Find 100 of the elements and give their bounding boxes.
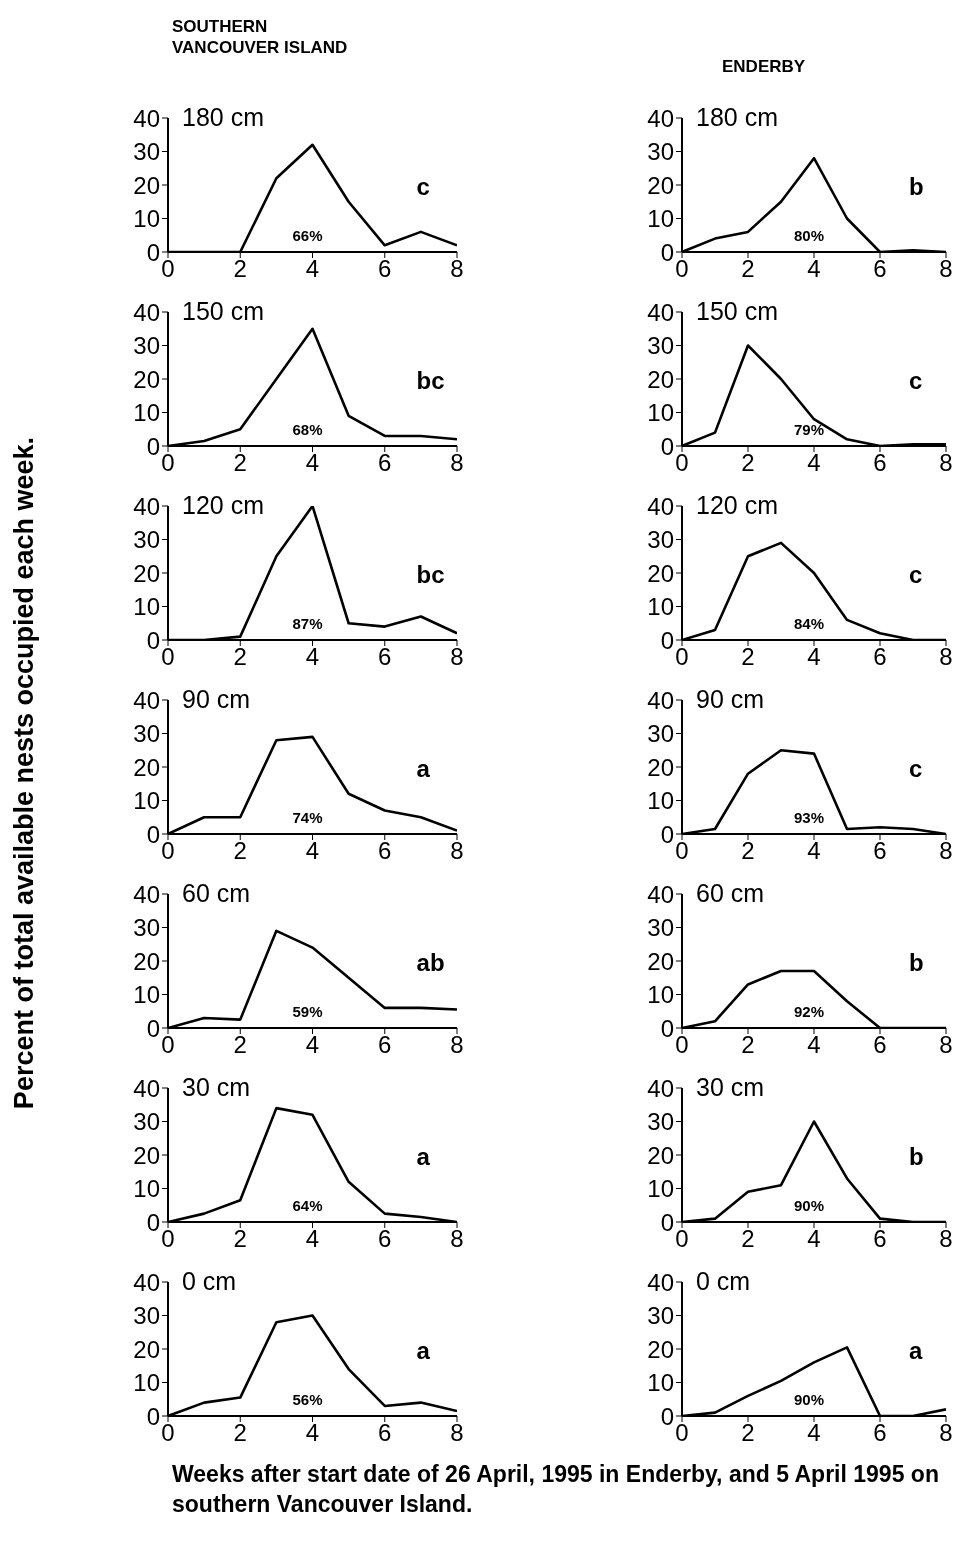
y-tick-label: 40 — [647, 492, 674, 520]
x-tick-label: 2 — [233, 1031, 247, 1059]
y-tick-label: 0 — [146, 1208, 160, 1236]
annotation: 79% — [794, 421, 825, 439]
y-tick-label: 0 — [660, 1402, 674, 1430]
y-tick-label: 20 — [647, 1141, 674, 1169]
y-tick-label: 20 — [647, 1335, 674, 1363]
y-tick-label: 40 — [133, 492, 160, 520]
y-tick-label: 10 — [133, 399, 160, 427]
y-tick-label: 40 — [647, 104, 674, 132]
y-tick-label: 30 — [647, 526, 674, 554]
y-tick-label: 0 — [146, 1014, 160, 1042]
x-tick-label: 4 — [305, 1031, 320, 1059]
x-tick-label: 2 — [741, 1419, 755, 1447]
x-tick-label: 8 — [450, 449, 464, 477]
y-tick-label: 30 — [133, 914, 160, 942]
y-tick-label: 10 — [133, 1369, 160, 1397]
annotation: 90 cm — [182, 685, 251, 714]
x-tick-label: 2 — [233, 837, 247, 865]
x-tick-label: 4 — [305, 837, 320, 865]
y-tick-label: 10 — [133, 787, 160, 815]
y-tick-label: 30 — [647, 720, 674, 748]
x-tick-label: 8 — [450, 1031, 464, 1059]
x-tick-label: 8 — [939, 837, 953, 865]
annotation: 74% — [292, 809, 323, 827]
x-tick-label: 8 — [939, 1419, 953, 1447]
y-tick-label: 30 — [133, 720, 160, 748]
x-tick-label: 2 — [741, 449, 755, 477]
y-tick-label: 0 — [146, 238, 160, 266]
y-tick-label: 30 — [647, 914, 674, 942]
annotation: 90% — [794, 1197, 825, 1215]
x-tick-label: 6 — [378, 255, 392, 283]
y-tick-label: 20 — [133, 947, 160, 975]
annotation: b — [909, 173, 924, 201]
annotation: 66% — [292, 227, 323, 245]
y-tick-label: 40 — [133, 880, 160, 908]
annotation: ab — [416, 949, 445, 977]
y-tick-label: 20 — [133, 365, 160, 393]
y-tick-label: 0 — [146, 432, 160, 460]
x-tick-label: 6 — [873, 1225, 887, 1253]
annotation: 0 cm — [182, 1267, 237, 1296]
annotation: c — [416, 173, 430, 201]
annotation: 60 cm — [696, 879, 765, 908]
y-tick-label: 10 — [647, 1175, 674, 1203]
x-tick-label: 4 — [807, 1419, 821, 1447]
annotation: 180 cm — [696, 103, 778, 132]
x-tick-label: 4 — [305, 1225, 320, 1253]
x-tick-label: 2 — [233, 255, 247, 283]
annotation: 150 cm — [696, 297, 778, 326]
x-axis-title: Weeks after start date of 26 April, 1995 in Enderby, and 5 April 1995 on southern Vancouver Island. — [172, 1460, 940, 1519]
x-tick-label: 4 — [305, 255, 320, 283]
x-tick-label: 6 — [378, 1031, 392, 1059]
y-tick-label: 30 — [647, 1302, 674, 1330]
annotation: 68% — [292, 421, 323, 439]
y-tick-label: 0 — [146, 626, 160, 654]
x-tick-label: 8 — [450, 1225, 464, 1253]
y-tick-label: 20 — [133, 753, 160, 781]
x-tick-label: 6 — [378, 1419, 392, 1447]
chart-title: SOUTHERN VANCOUVER ISLAND — [172, 16, 349, 59]
y-tick-label: 40 — [647, 880, 674, 908]
annotation: 90% — [794, 1391, 825, 1409]
x-tick-label: 8 — [450, 643, 464, 671]
y-tick-label: 0 — [660, 238, 674, 266]
x-tick-label: 6 — [873, 1419, 887, 1447]
x-tick-label: 2 — [233, 449, 247, 477]
x-tick-label: 6 — [873, 255, 887, 283]
annotation: c — [909, 367, 923, 395]
y-tick-label: 20 — [647, 753, 674, 781]
y-tick-label: 10 — [133, 1175, 160, 1203]
annotation: 59% — [292, 1003, 323, 1021]
x-tick-label: 8 — [939, 643, 953, 671]
y-tick-label: 0 — [660, 1014, 674, 1042]
y-tick-label: 20 — [133, 559, 160, 587]
y-tick-label: 20 — [133, 1335, 160, 1363]
annotation: 84% — [794, 615, 825, 633]
x-tick-label: 2 — [741, 1225, 755, 1253]
x-tick-label: 2 — [741, 255, 755, 283]
y-tick-label: 20 — [647, 947, 674, 975]
y-tick-label: 40 — [133, 298, 160, 326]
y-tick-label: 10 — [133, 593, 160, 621]
annotation: c — [909, 755, 923, 783]
x-tick-label: 8 — [450, 255, 464, 283]
x-tick-label: 2 — [233, 643, 247, 671]
annotation: 87% — [292, 615, 323, 633]
annotation: 0 cm — [696, 1267, 751, 1296]
y-tick-label: 0 — [660, 432, 674, 460]
annotation: bc — [416, 561, 445, 589]
x-tick-label: 8 — [939, 255, 953, 283]
x-tick-label: 6 — [873, 1031, 887, 1059]
y-tick-label: 40 — [133, 686, 160, 714]
x-tick-label: 6 — [378, 1225, 392, 1253]
y-tick-label: 0 — [146, 820, 160, 848]
y-tick-label: 30 — [133, 526, 160, 554]
y-tick-label: 10 — [647, 399, 674, 427]
x-tick-label: 4 — [807, 1225, 821, 1253]
y-tick-label: 10 — [647, 1369, 674, 1397]
x-tick-label: 4 — [807, 837, 821, 865]
annotation: 90 cm — [696, 685, 765, 714]
annotation: b — [909, 949, 924, 977]
y-tick-label: 30 — [133, 1302, 160, 1330]
